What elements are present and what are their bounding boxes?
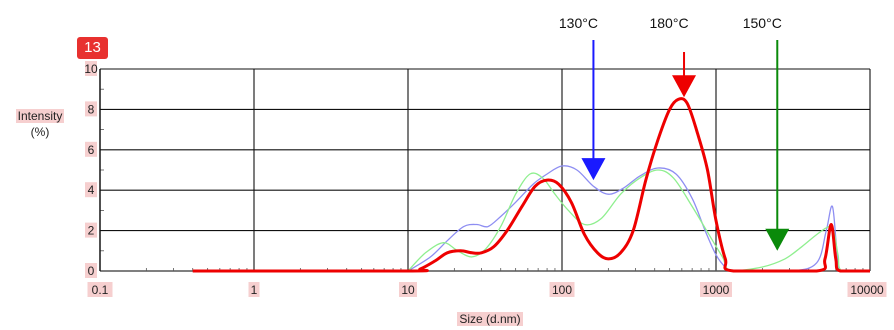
series-line-1 <box>407 165 870 272</box>
x-tick-label-bg <box>399 282 417 297</box>
x-tick-label-100: 100 <box>552 283 572 297</box>
x-tick-label-bg <box>248 282 260 297</box>
x-tick-label-10000: 10000 <box>850 283 884 297</box>
x-tick-label-bg <box>847 282 887 297</box>
annotation-label-1: 130°C <box>559 15 598 31</box>
series-line-2 <box>407 169 870 272</box>
y-tick-label-0: 0 <box>88 264 95 278</box>
x-tick-label-1: 1 <box>251 283 258 297</box>
x-tick-label-0.1: 0.1 <box>92 283 109 297</box>
y-tick-label-2: 2 <box>88 224 95 238</box>
y-axis-label: Intensity (%) <box>8 108 72 140</box>
series-lines <box>192 97 870 273</box>
chart-number-badge: 13 <box>77 37 108 59</box>
y-tick-label-bg <box>85 263 97 278</box>
annotation-arrow-head-2 <box>672 75 697 98</box>
x-tick-label-10: 10 <box>401 283 415 297</box>
grid <box>99 68 871 272</box>
tick-labels: 0.1 1 10 100 1000 10000 0 2 4 6 8 10 <box>84 61 887 297</box>
y-axis-label-line2: (%) <box>30 125 50 139</box>
series-line-3 <box>192 97 870 273</box>
y-tick-label-10: 10 <box>84 62 98 76</box>
annotations: 130°C 180°C 150°C <box>559 15 790 251</box>
x-tick-label-bg <box>87 282 113 297</box>
x-tick-label-bg <box>700 282 732 297</box>
y-tick-label-6: 6 <box>88 143 95 157</box>
x-axis-label: Size (d.nm) <box>430 312 550 326</box>
annotation-label-3: 150°C <box>743 15 782 31</box>
y-tick-label-8: 8 <box>88 102 95 116</box>
y-tick-label-bg <box>85 182 97 198</box>
y-tick-label-4: 4 <box>88 183 95 197</box>
x-tick-label-1000: 1000 <box>703 283 730 297</box>
annotation-arrow-head-3 <box>765 228 790 251</box>
x-tick-label-bg <box>549 282 575 297</box>
y-tick-label-bg <box>85 101 97 117</box>
x-axis-label-text: Size (d.nm) <box>457 312 523 326</box>
y-axis-label-line1: Intensity <box>15 109 65 123</box>
annotation-arrow-head-1 <box>581 158 606 181</box>
annotation-label-2: 180°C <box>649 15 688 31</box>
y-tick-label-bg <box>85 222 97 238</box>
y-tick-label-bg <box>85 141 97 157</box>
y-tick-label-bg <box>85 61 97 76</box>
